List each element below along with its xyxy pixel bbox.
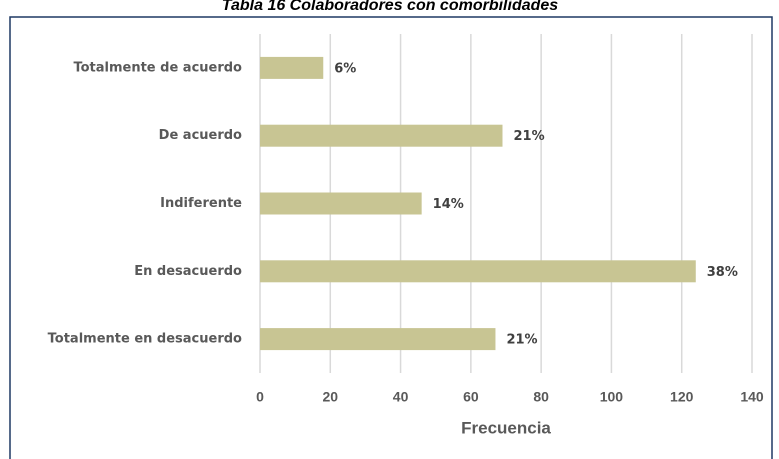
bar — [260, 124, 503, 147]
chart-title: Tabla 16 Colaboradores con comorbilidade… — [222, 0, 558, 14]
y-tick-label: Totalmente de acuerdo — [73, 60, 242, 75]
x-tick-label: 80 — [533, 389, 549, 405]
x-axis-title: Frecuencia — [461, 418, 551, 437]
x-tick-label: 140 — [740, 389, 764, 405]
y-tick-label: Indiferente — [160, 196, 242, 211]
x-tick-label: 0 — [256, 389, 264, 405]
data-label: 21% — [513, 129, 544, 144]
x-tick-label: 20 — [322, 389, 338, 405]
data-label: 14% — [433, 197, 464, 212]
x-tick-label: 60 — [463, 389, 479, 405]
frame — [9, 16, 773, 459]
y-tick-label: En desacuerdo — [134, 264, 242, 279]
bar — [260, 328, 496, 351]
data-label: 6% — [334, 61, 356, 76]
bar — [260, 56, 324, 79]
bar — [260, 192, 422, 215]
x-tick-label: 120 — [670, 389, 694, 405]
data-label: 21% — [506, 333, 537, 348]
x-tick-label: 100 — [600, 389, 624, 405]
bar — [260, 260, 696, 283]
x-tick-label: 40 — [393, 389, 409, 405]
y-tick-label: De acuerdo — [159, 128, 242, 143]
y-tick-label: Totalmente en desacuerdo — [48, 332, 242, 347]
data-label: 38% — [707, 265, 738, 280]
